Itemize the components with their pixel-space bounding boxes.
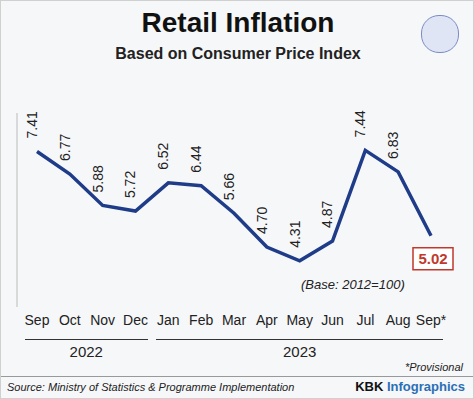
svg-text:4.31: 4.31 xyxy=(287,220,303,247)
svg-text:Mar: Mar xyxy=(222,312,246,328)
html-text:(Base: 2012=100): (Base: 2012=100) xyxy=(301,277,405,292)
svg-text:May: May xyxy=(286,312,312,328)
svg-text:6.83: 6.83 xyxy=(385,131,401,158)
svg-text:6.52: 6.52 xyxy=(155,142,171,169)
svg-text:Jan: Jan xyxy=(157,312,180,328)
svg-text:Sep: Sep xyxy=(25,312,50,328)
svg-text:7.41: 7.41 xyxy=(24,111,40,138)
html-text:Source: Ministry of Statistics: Source: Ministry of Statistics & Program… xyxy=(7,381,295,393)
html-text:Retail Inflation: Retail Inflation xyxy=(141,7,335,38)
svg-text:7.44: 7.44 xyxy=(352,110,368,137)
html-text:KBK Infographics: KBK Infographics xyxy=(355,379,465,394)
svg-text:4.87: 4.87 xyxy=(320,201,336,228)
svg-text:5.88: 5.88 xyxy=(90,165,106,192)
svg-text:4.70: 4.70 xyxy=(254,207,270,234)
html-text:Based on Consumer Price Index: Based on Consumer Price Index xyxy=(115,45,361,62)
html-text:2023: 2023 xyxy=(283,343,317,360)
svg-text:5.66: 5.66 xyxy=(221,173,237,200)
svg-text:5.02: 5.02 xyxy=(418,250,447,267)
svg-text:Nov: Nov xyxy=(90,312,115,328)
svg-text:6.77: 6.77 xyxy=(57,134,73,161)
svg-text:Dec: Dec xyxy=(123,312,148,328)
svg-text:Feb: Feb xyxy=(189,312,213,328)
html-text:2022: 2022 xyxy=(69,343,103,360)
svg-text:6.44: 6.44 xyxy=(188,145,204,172)
html-text:*Provisional: *Provisional xyxy=(404,361,463,373)
svg-text:Aug: Aug xyxy=(386,312,411,328)
svg-text:5.72: 5.72 xyxy=(123,171,139,198)
svg-text:Jul: Jul xyxy=(356,312,374,328)
svg-text:Sep*: Sep* xyxy=(416,312,447,328)
svg-text:Oct: Oct xyxy=(59,312,81,328)
svg-text:Jun: Jun xyxy=(321,312,344,328)
svg-text:Apr: Apr xyxy=(256,312,278,328)
